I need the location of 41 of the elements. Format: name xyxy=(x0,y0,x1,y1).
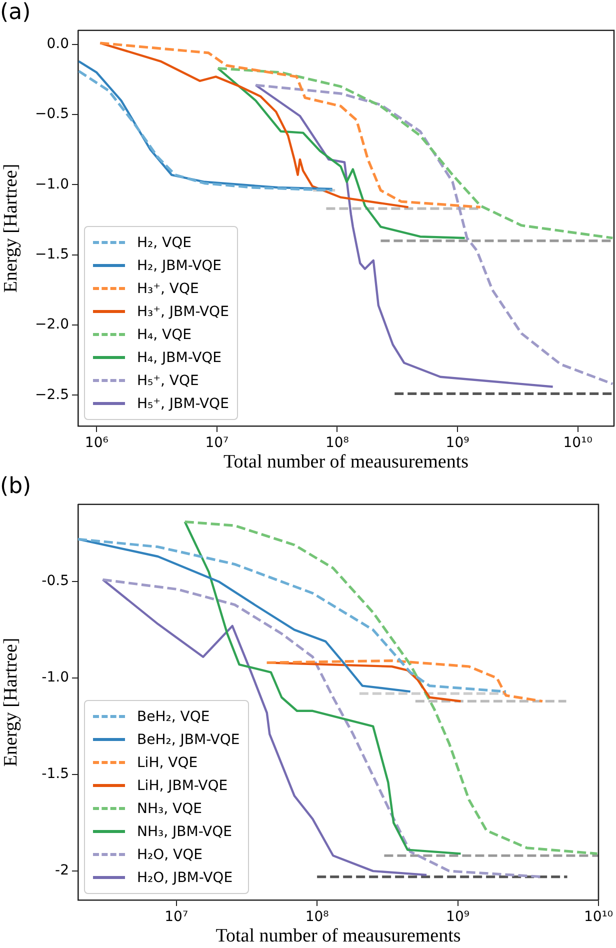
x-tick-label: 10¹⁰ xyxy=(563,435,593,452)
legend-label: H₄, JBM-VQE xyxy=(137,350,222,366)
legend-label: BeH₂, JBM-VQE xyxy=(137,732,240,748)
x-tick-label: 10⁸ xyxy=(305,909,330,926)
y-tick-label: -1.5 xyxy=(42,766,69,782)
x-tick-label: 10¹⁰ xyxy=(584,909,614,926)
legend-label: H₃⁺, VQE xyxy=(137,280,199,296)
y-tick-label: -0.5 xyxy=(42,573,69,590)
x-tick-label: 10⁷ xyxy=(205,435,229,452)
legend-label: H₅⁺, VQE xyxy=(137,372,199,388)
y-tick-label: −0.5 xyxy=(35,106,69,122)
y-tick-label: −1.0 xyxy=(35,176,69,192)
legend-label: H₂O, JBM-VQE xyxy=(137,870,233,886)
y-tick-label: -1.0 xyxy=(42,670,69,686)
y-tick-label: −2.5 xyxy=(35,386,69,403)
y-axis-title: Energy [Hartree] xyxy=(0,638,22,767)
legend-label: H₂O, VQE xyxy=(137,846,203,862)
legend-label: NH₃, JBM-VQE xyxy=(137,824,232,840)
y-tick-label: −2.0 xyxy=(35,316,69,333)
legend-label: H₄, VQE xyxy=(137,326,192,342)
y-tick-label: -2 xyxy=(55,862,69,879)
legend-label: H₃⁺, JBM-VQE xyxy=(137,304,229,320)
legend-label: BeH₂, VQE xyxy=(137,708,210,724)
legend-label: H₂, JBM-VQE xyxy=(137,258,222,274)
x-tick-label: 10⁷ xyxy=(164,909,188,926)
legend-label: LiH, JBM-VQE xyxy=(137,778,228,794)
x-tick-label: 10⁶ xyxy=(84,435,109,452)
y-tick-label: 0.0 xyxy=(46,36,69,52)
legend-label: NH₃, VQE xyxy=(137,800,202,816)
chart-title: (b) xyxy=(0,474,32,499)
y-tick-label: −1.5 xyxy=(35,246,69,262)
legend-label: H₂, VQE xyxy=(137,234,192,250)
x-axis-title: Total number of meausurements xyxy=(223,452,469,473)
x-tick-label: 10⁸ xyxy=(325,435,350,452)
x-tick-label: 10⁹ xyxy=(446,435,470,452)
x-tick-label: 10⁹ xyxy=(446,909,470,926)
y-axis-title: Energy [Hartree] xyxy=(0,164,22,293)
chart-title: (a) xyxy=(0,0,31,25)
legend-label: H₅⁺, JBM-VQE xyxy=(137,396,229,412)
x-axis-title: Total number of meausurements xyxy=(216,926,461,947)
legend-label: LiH, VQE xyxy=(137,754,198,770)
